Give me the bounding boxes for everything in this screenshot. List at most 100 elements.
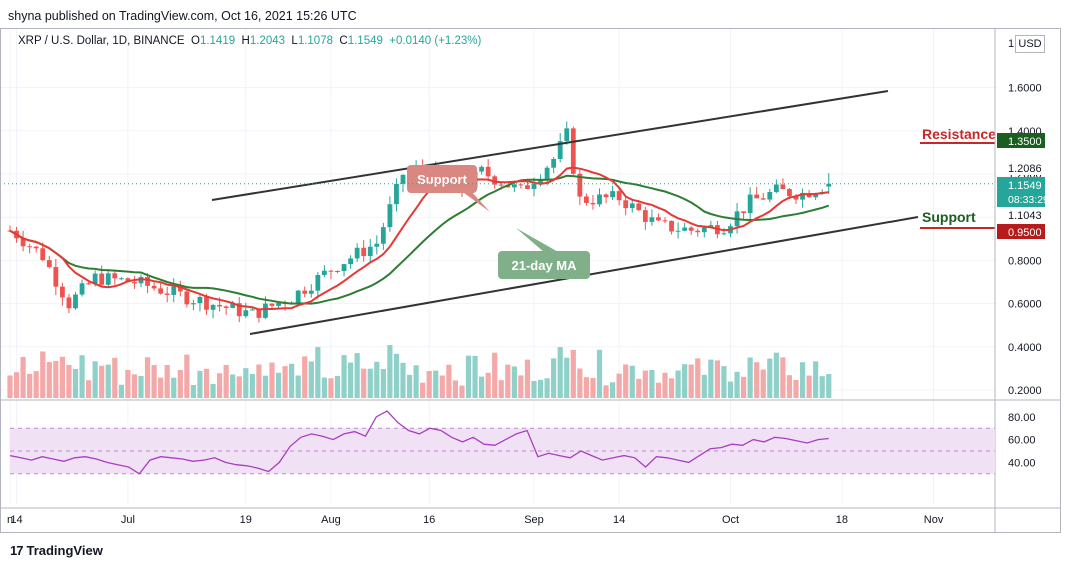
ma-21-line <box>9 174 830 305</box>
volume-bar <box>400 362 406 398</box>
chart-frame <box>0 28 1061 533</box>
volume-bar <box>596 349 603 398</box>
volume-bar <box>131 374 138 398</box>
volume-bar <box>714 360 720 398</box>
candle-body <box>780 184 786 190</box>
candle-body <box>400 174 406 184</box>
volume-bar <box>223 364 229 398</box>
volume-bar <box>570 349 576 398</box>
candle-body <box>813 193 819 198</box>
upper-channel-line <box>211 90 889 201</box>
candle-body <box>191 303 196 305</box>
support-callout-box <box>407 165 477 193</box>
publisher-header: shyna published on TradingView.com, Oct … <box>8 9 357 23</box>
volume-bar <box>806 375 812 398</box>
candle-body <box>492 176 498 185</box>
volume-bar <box>210 383 216 398</box>
volume-bar <box>249 374 255 398</box>
candle-body <box>27 246 33 248</box>
volume-bar <box>354 353 360 398</box>
grid <box>0 28 995 505</box>
candle-body <box>53 267 59 287</box>
volume-bar <box>406 374 413 398</box>
volume-bar <box>125 369 131 398</box>
volume-bar <box>236 376 242 398</box>
candle-body <box>210 304 216 310</box>
candle-body <box>335 271 340 273</box>
volume-bar <box>446 364 452 398</box>
footer-brand: 17 TradingView <box>10 543 103 558</box>
volume-bar <box>118 384 124 398</box>
x-tick-label: 19 <box>240 514 252 526</box>
volume-bar <box>760 369 766 398</box>
candle-body <box>570 128 576 174</box>
symbol-legend: XRP / U.S. Dollar, 1D, BINANCE O1.1419 H… <box>18 35 481 47</box>
candle-body <box>66 297 72 309</box>
volume-bar <box>708 359 714 398</box>
candle-body <box>642 210 648 222</box>
candle-body <box>243 310 249 317</box>
volume-bar <box>452 380 458 398</box>
volume-bar <box>348 362 354 398</box>
volume-bar <box>695 358 701 398</box>
candle-body <box>184 291 190 305</box>
volume-bar <box>269 362 275 398</box>
candle-body <box>269 303 275 306</box>
x-tick-label: 14 <box>613 514 625 526</box>
candle-body <box>741 211 746 214</box>
candle-body <box>656 217 661 221</box>
volume-bar <box>413 365 419 398</box>
candle-body <box>33 246 39 249</box>
candle-body <box>328 270 334 272</box>
price-label-box <box>997 133 1045 148</box>
price-label-box <box>997 207 1045 222</box>
candle-body <box>787 189 792 197</box>
rsi-band <box>10 428 995 474</box>
candle-body <box>394 183 399 205</box>
volume-bar <box>420 382 426 398</box>
volume-bar <box>433 370 439 398</box>
volume-bar <box>158 377 164 398</box>
volume-bar <box>138 375 144 398</box>
volume-bar <box>13 372 20 398</box>
candle-body <box>760 198 766 200</box>
volume-bar <box>682 364 688 398</box>
candle-body <box>708 225 714 228</box>
x-tick-label: 14 <box>10 514 22 526</box>
volume-bar <box>151 365 157 398</box>
candle-body <box>223 306 229 308</box>
candle-body <box>669 220 674 232</box>
support-label: Support <box>922 209 976 225</box>
volume-bar <box>741 376 747 398</box>
ma-callout-text: 21-day MA <box>511 258 577 273</box>
volume-bar <box>786 375 793 398</box>
change-value: +0.0140 (+1.23%) <box>389 35 482 47</box>
ma-callout-pointer <box>516 228 560 253</box>
volume-bar <box>773 352 779 398</box>
candle-body <box>217 304 222 307</box>
price-label-box <box>997 160 1045 175</box>
volume-bar <box>479 376 485 398</box>
candle-body <box>577 173 583 197</box>
candle-body <box>204 296 209 310</box>
rsi-tick-label: 80.00 <box>1008 412 1036 424</box>
volume-bar <box>590 377 596 398</box>
high-label: H <box>241 35 250 47</box>
volume-bar <box>341 355 347 398</box>
x-tick-label: 18 <box>836 514 848 526</box>
volume-bar <box>256 364 262 398</box>
candle-body <box>315 274 321 291</box>
price-label-text: 1.2086 <box>1008 163 1042 175</box>
volume-bar <box>79 355 85 398</box>
volume-bar <box>86 380 92 398</box>
volume-bar <box>721 366 727 398</box>
volume-bar <box>642 370 648 398</box>
volume-bar <box>747 357 753 398</box>
currency-button[interactable]: USD <box>1015 35 1045 53</box>
candle-body <box>754 194 760 199</box>
volume-bar <box>701 374 707 398</box>
volume-bar <box>197 370 203 398</box>
candle-body <box>557 141 563 159</box>
candle-body <box>361 247 367 257</box>
